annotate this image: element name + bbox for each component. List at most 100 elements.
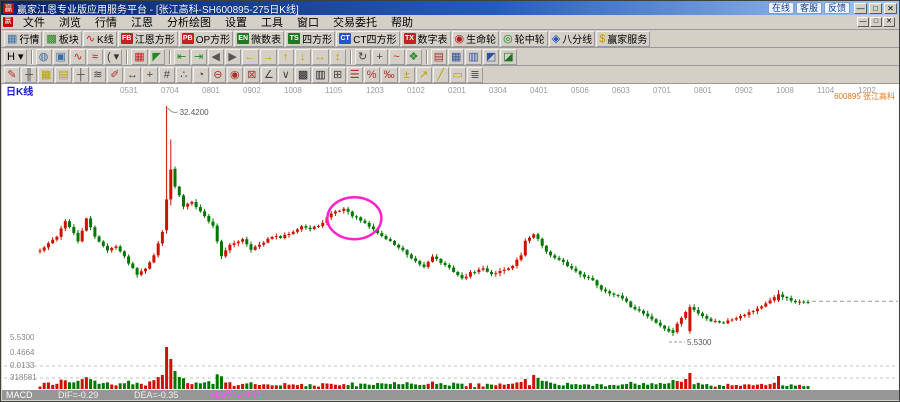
width-icon[interactable]: ↔: [123, 66, 141, 83]
menu-item[interactable]: 分析绘图: [167, 17, 211, 29]
zigzag-icon[interactable]: ∿: [69, 48, 86, 65]
market-quotes-button[interactable]: ▦ 行情: [4, 30, 43, 47]
wave-icon[interactable]: ~: [388, 48, 405, 65]
chart-area[interactable]: 0531 0704 0801 0902 1008 1105 1203 0102 0201 0304…: [2, 84, 899, 401]
kline-chart[interactable]: 0531 0704 0801 0902 1008 1105 1203 0102 0201 0304…: [2, 84, 899, 401]
slash-icon[interactable]: ╱: [432, 66, 449, 83]
go-first-icon[interactable]: ⇤: [173, 48, 190, 65]
sector-button[interactable]: ▩ 板块: [43, 30, 82, 47]
chart-flag-icon[interactable]: ◤: [148, 48, 165, 65]
gann-square-pb-button[interactable]: PB OP方形: [178, 30, 234, 47]
parallel-lines-icon[interactable]: ╫: [21, 66, 37, 83]
crosshair-icon[interactable]: +: [371, 48, 388, 65]
save-icon[interactable]: ◩: [482, 48, 500, 65]
wave-lines-icon[interactable]: ≋: [89, 66, 106, 83]
gann-square-fb-button[interactable]: FB 江恩方形: [117, 30, 178, 47]
menu-item[interactable]: 窗口: [297, 17, 319, 29]
expand-v-icon[interactable]: ↕: [329, 48, 346, 65]
list-icon[interactable]: ☰: [346, 66, 363, 83]
gann-grid2-icon-icon: ▤: [58, 68, 69, 81]
gann-table-en-button[interactable]: EN 微数表: [234, 30, 285, 47]
go-last-icon[interactable]: ⇥: [190, 48, 207, 65]
dots-icon[interactable]: ∴: [175, 66, 192, 83]
layout-blue2-icon[interactable]: ▥: [465, 48, 482, 65]
paren-dropdown[interactable]: ( ▾: [103, 48, 123, 65]
quick-button-1[interactable]: 客服: [795, 2, 822, 14]
panel-icon[interactable]: ▣: [52, 48, 69, 65]
stairs-icon[interactable]: ≣: [467, 66, 484, 83]
layout-blue-icon[interactable]: ▦: [448, 48, 465, 65]
life-wheel-button[interactable]: ◉ 生命轮: [451, 30, 500, 47]
wheel-in-wheel-button-label: 轮中轮: [514, 35, 545, 46]
gann-square-fb-button-icon: FB: [120, 33, 133, 44]
table-dark2-icon[interactable]: ▥: [312, 66, 329, 83]
clock-icon[interactable]: ◔: [192, 66, 209, 83]
plus-minus-icon[interactable]: ±: [398, 66, 415, 83]
check-icon[interactable]: ∨: [277, 66, 294, 83]
table-dark-icon[interactable]: ▩: [294, 66, 312, 83]
minimize-button[interactable]: —: [854, 2, 867, 14]
minimize-button[interactable]: —: [857, 17, 869, 27]
pen-icon[interactable]: ✎: [4, 66, 20, 83]
expand-h-icon[interactable]: ↔: [311, 48, 329, 65]
kline-button[interactable]: ∿ K线: [82, 30, 117, 47]
gann-square-ct-button-icon: CT: [339, 33, 352, 44]
svg-text:1105: 1105: [325, 86, 343, 95]
zoom-out-icon[interactable]: ↓: [294, 48, 311, 65]
menu-item[interactable]: 设置: [225, 17, 247, 29]
pan-right-icon[interactable]: →: [259, 48, 277, 65]
gann-square-ct-button[interactable]: CT CT四方形: [336, 30, 400, 47]
maximize-button[interactable]: □: [869, 2, 882, 14]
svg-text:1203: 1203: [366, 86, 384, 95]
slash-icon-icon: ╱: [437, 68, 444, 81]
go-first-icon-icon: ⇤: [176, 50, 187, 63]
close-button[interactable]: ✕: [884, 2, 897, 14]
eight-lines-button[interactable]: ◈ 八分线: [548, 30, 596, 47]
layout-red-icon[interactable]: ▤: [430, 48, 447, 65]
zigzag-dark-icon[interactable]: ≈: [86, 48, 103, 65]
menu-item[interactable]: 江恩: [131, 17, 153, 29]
export-icon[interactable]: ◪: [500, 48, 517, 65]
wheel-in-wheel-button[interactable]: ◎ 轮中轮: [500, 30, 548, 47]
red-grid-icon[interactable]: ▦: [131, 48, 148, 65]
refresh-icon[interactable]: ↻: [354, 48, 371, 65]
quick-button-2[interactable]: 反馈: [823, 2, 850, 14]
globe-icon[interactable]: ◍: [35, 48, 52, 65]
rect-icon[interactable]: ▭: [449, 66, 467, 83]
next-bar-icon[interactable]: ▶: [224, 48, 241, 65]
menu-item[interactable]: 文件: [23, 17, 45, 29]
menu-item[interactable]: 浏览: [59, 17, 81, 29]
arrow-up-right-icon[interactable]: ↗: [415, 66, 432, 83]
menu-item[interactable]: 交易委托: [333, 17, 377, 29]
quick-button-0[interactable]: 在线: [767, 2, 794, 14]
number-table-tx-button[interactable]: TX 数字表: [400, 30, 451, 47]
zoom-in-icon[interactable]: ↑: [277, 48, 294, 65]
menu-item[interactable]: 工具: [261, 17, 283, 29]
circle-minus-icon[interactable]: ⊖: [209, 66, 226, 83]
angle-icon[interactable]: ∠: [260, 66, 277, 83]
service-button[interactable]: $ 赢家服务: [596, 30, 651, 47]
close-button[interactable]: ✕: [883, 17, 895, 27]
period-selector-icon: H ▾: [7, 50, 24, 63]
square-x-icon[interactable]: ⊠: [243, 66, 260, 83]
gann-grid2-icon[interactable]: ▤: [55, 66, 72, 83]
menu-item[interactable]: 行情: [95, 17, 117, 29]
gann-grid-icon[interactable]: ▦: [38, 66, 55, 83]
pan-left-icon[interactable]: ←: [241, 48, 259, 65]
plus-icon[interactable]: +: [141, 66, 158, 83]
life-wheel-button-icon: ◉: [454, 32, 465, 45]
maximize-button[interactable]: □: [870, 17, 882, 27]
permille-icon[interactable]: ‰: [380, 66, 398, 83]
marker-icon[interactable]: ❖: [405, 48, 422, 65]
prev-bar-icon[interactable]: ◀: [207, 48, 224, 65]
toolbar-separator: [30, 49, 33, 64]
gann-square-ts-button[interactable]: TS 四方形: [285, 30, 336, 47]
percent-icon[interactable]: %: [363, 66, 380, 83]
period-selector[interactable]: H ▾: [4, 48, 27, 65]
menu-item[interactable]: 帮助: [391, 17, 413, 29]
flag-pen-icon[interactable]: ✐: [106, 66, 123, 83]
gann-wheel-icon[interactable]: ◉: [226, 66, 243, 83]
box-plus-icon[interactable]: ⊞: [329, 66, 346, 83]
grid-small-icon[interactable]: #: [158, 66, 175, 83]
cross-cursor-icon[interactable]: ┼: [72, 66, 89, 83]
